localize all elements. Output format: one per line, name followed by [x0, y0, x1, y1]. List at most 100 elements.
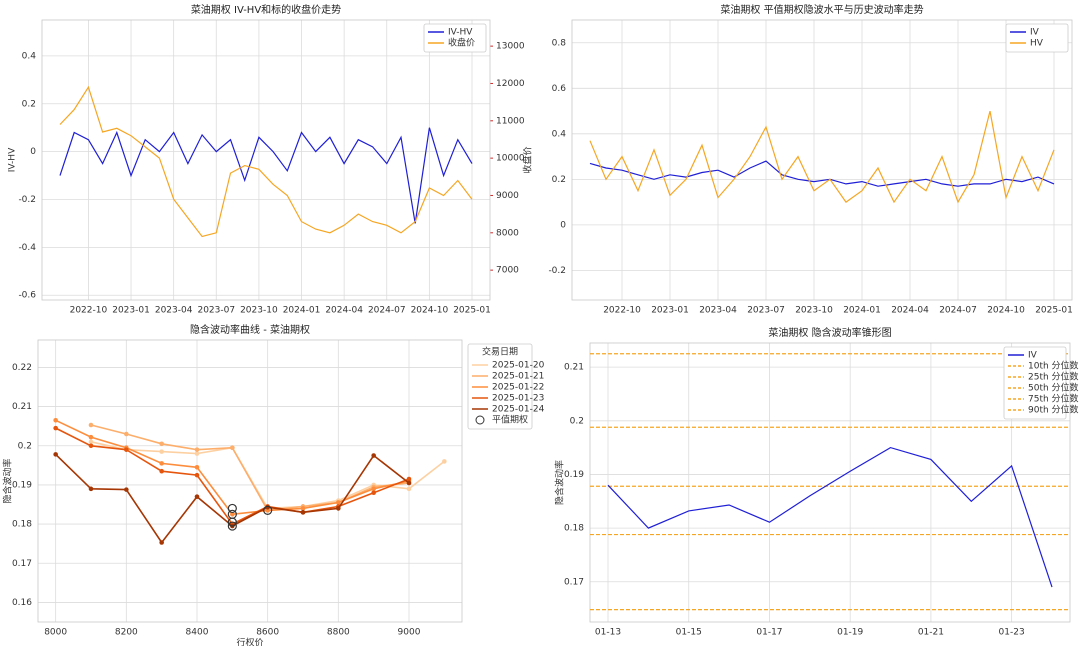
legend-label: 25th 分位数 — [1028, 371, 1079, 383]
y-tick-label: 0.2 — [22, 99, 36, 109]
x-tick-label: 2024-10 — [411, 306, 449, 316]
point — [336, 506, 341, 511]
point — [124, 447, 129, 452]
y2-tick-label: 12000 — [496, 79, 525, 89]
x-tick-label: 2023-10 — [240, 306, 278, 316]
y-tick-label: 0.21 — [12, 402, 32, 412]
plot-frame — [589, 342, 1071, 623]
atm-marker — [263, 505, 273, 515]
series-line — [55, 453, 410, 544]
y2-axis-label: 收盘价 — [522, 146, 534, 173]
point — [159, 441, 164, 447]
legend-label: IV — [1028, 351, 1038, 361]
x-tick-label: 2023-01 — [651, 306, 689, 316]
x-tick-label: 2023-01 — [112, 306, 150, 316]
legend-label: IV-HV — [448, 28, 473, 38]
legend-label: 2025-01-21 — [492, 372, 544, 382]
y-tick-label: -0.4 — [18, 243, 36, 253]
plot-frame — [41, 19, 491, 301]
y-tick-label: 0.4 — [552, 129, 567, 139]
y-tick-label: 0.2 — [552, 175, 566, 185]
point — [371, 490, 376, 496]
point — [88, 422, 94, 428]
point — [300, 506, 306, 511]
point — [371, 486, 376, 492]
plot-frame — [37, 339, 463, 623]
series-line — [589, 160, 1055, 187]
y-tick-label: 0.16 — [12, 598, 32, 608]
point — [124, 431, 129, 437]
point — [159, 449, 164, 454]
y-tick-label: 0.17 — [12, 559, 32, 569]
chart-title: 菜油期权 平值期权隐波水平与历史波动率走势 — [720, 3, 923, 16]
legend-swatch — [475, 415, 485, 425]
atm-marker — [227, 503, 237, 514]
x-tick-label: 01-19 — [837, 628, 863, 638]
x-tick-label: 2023-10 — [795, 306, 833, 316]
point — [194, 451, 200, 456]
series-line — [59, 85, 473, 238]
legend-label: 2025-01-23 — [492, 394, 544, 404]
x-tick-label: 2024-07 — [368, 306, 406, 316]
x-tick-label: 2024-01 — [283, 306, 321, 316]
x-tick-label: 2025-01 — [1035, 306, 1073, 316]
y-tick-label: 0.21 — [564, 363, 584, 373]
x-tick-label: 2024-07 — [939, 306, 977, 316]
point — [194, 447, 200, 452]
legend-label: 平值期权 — [492, 414, 528, 426]
x-tick-label: 01-17 — [756, 628, 782, 638]
chart-title: 菜油期权 隐含波动率锥形图 — [768, 326, 891, 339]
x-tick-label: 9000 — [398, 628, 421, 638]
series-line — [59, 127, 473, 224]
y2-tick-label: 11000 — [496, 116, 525, 126]
point — [159, 468, 164, 474]
point — [88, 439, 94, 445]
y-tick-label: 0.22 — [12, 363, 32, 373]
y-tick-label: 0 — [30, 147, 36, 157]
series-line — [589, 110, 1055, 204]
series-line — [607, 446, 1053, 588]
point — [371, 453, 376, 458]
x-tick-label: 01-15 — [676, 628, 702, 638]
point — [88, 486, 94, 492]
chart-title: 隐含波动率曲线 - 菜油期权 — [190, 323, 310, 336]
x-tick-label: 2023-04 — [699, 306, 737, 316]
point — [336, 500, 341, 505]
point — [194, 472, 200, 478]
point — [230, 445, 235, 451]
x-tick-label: 8800 — [327, 628, 350, 638]
point — [159, 461, 164, 466]
x-tick-label: 01-23 — [999, 628, 1025, 638]
legend-label: 75th 分位数 — [1028, 393, 1079, 405]
x-tick-label: 2022-10 — [70, 306, 108, 316]
legend-label: IV — [1030, 28, 1040, 38]
x-tick-label: 2023-07 — [197, 306, 235, 316]
point — [53, 452, 58, 457]
y-tick-label: 0 — [560, 220, 566, 230]
point — [53, 417, 58, 423]
point — [194, 494, 200, 499]
x-tick-label: 2024-04 — [325, 306, 363, 316]
atm-marker — [227, 517, 237, 527]
legend-label: 10th 分位数 — [1028, 360, 1079, 372]
point — [442, 459, 447, 464]
x-tick-label: 2024-04 — [891, 306, 929, 316]
point — [124, 487, 129, 492]
y2-tick-label: 13000 — [496, 42, 525, 52]
y-tick-label: 0.19 — [564, 470, 584, 480]
series-line — [90, 424, 410, 512]
x-tick-label: 2023-04 — [155, 306, 193, 316]
x-tick-label: 2024-01 — [843, 306, 881, 316]
x-tick-label: 2023-07 — [747, 306, 785, 316]
y-tick-label: -0.2 — [548, 266, 566, 276]
point — [194, 464, 200, 470]
y-axis-label: IV-HV — [8, 147, 18, 172]
point — [300, 510, 306, 515]
y2-tick-label: 9000 — [496, 191, 519, 201]
y-axis-label: 隐含波动率 — [2, 458, 14, 503]
y2-tick-label: 10000 — [496, 154, 525, 164]
x-tick-label: 8000 — [44, 628, 67, 638]
legend-label: 2025-01-22 — [492, 383, 544, 393]
legend-label: HV — [1030, 39, 1044, 49]
